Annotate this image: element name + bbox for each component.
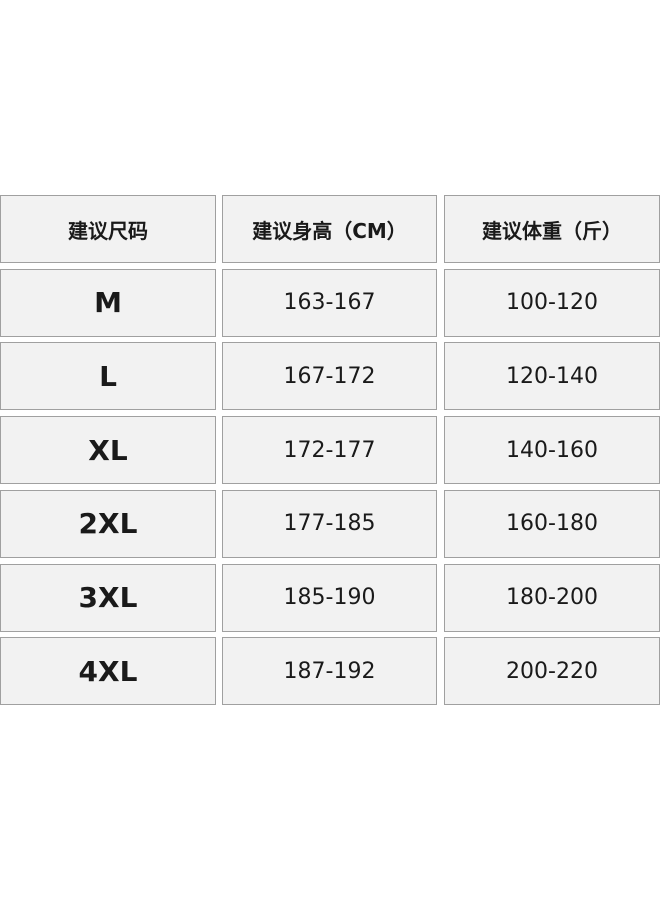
value-cell: 180-200 xyxy=(444,563,660,632)
value-cell: 167-172 xyxy=(222,342,437,411)
size-cell: XL xyxy=(0,416,216,485)
size-cell: L xyxy=(0,342,216,411)
size-cell: M xyxy=(0,268,216,337)
size-cell: 3XL xyxy=(0,563,216,632)
header-cell: 建议身高（CM） xyxy=(222,195,437,263)
value-cell: 100-120 xyxy=(444,268,660,337)
value-cell: 172-177 xyxy=(222,416,437,485)
value-cell: 120-140 xyxy=(444,342,660,411)
value-cell: 163-167 xyxy=(222,268,437,337)
value-cell: 140-160 xyxy=(444,416,660,485)
size-cell: 2XL xyxy=(0,489,216,558)
value-cell: 185-190 xyxy=(222,563,437,632)
value-cell: 187-192 xyxy=(222,637,437,706)
header-cell: 建议尺码 xyxy=(0,195,216,263)
value-cell: 177-185 xyxy=(222,489,437,558)
size-cell: 4XL xyxy=(0,637,216,706)
value-cell: 200-220 xyxy=(444,637,660,706)
header-cell: 建议体重（斤） xyxy=(444,195,660,263)
value-cell: 160-180 xyxy=(444,489,660,558)
